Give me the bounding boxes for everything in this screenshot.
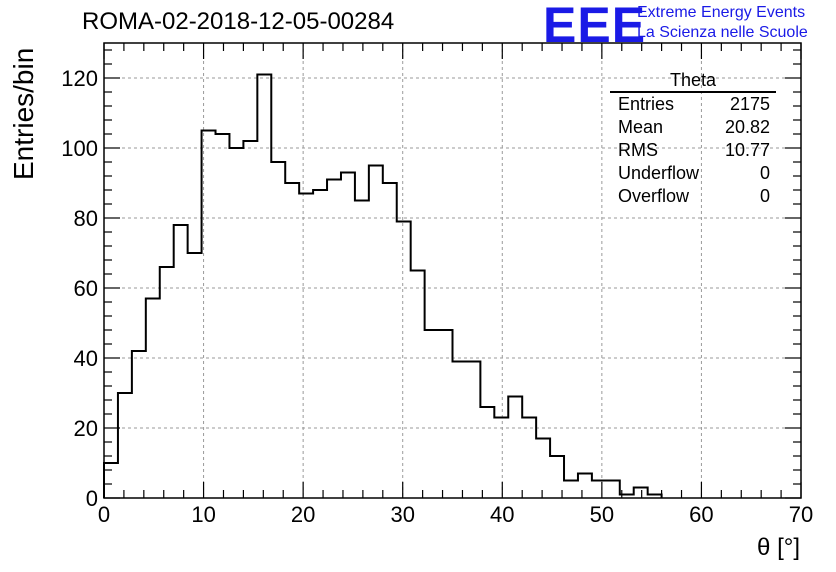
histogram-bin [522, 418, 536, 499]
stats-label: Overflow [618, 186, 690, 206]
x-tick-label: 60 [689, 502, 713, 527]
histogram-bin [299, 194, 313, 499]
stats-row-rms: RMS 10.77 [610, 139, 776, 162]
histogram-bin [466, 362, 480, 499]
histogram-bin [397, 222, 411, 499]
histogram-bin [411, 271, 425, 499]
stats-label: Underflow [618, 163, 700, 183]
stats-label: RMS [618, 140, 658, 160]
y-axis-label: Entries/bin [8, 47, 39, 180]
histogram-bin [564, 481, 578, 499]
x-tick-label: 0 [98, 502, 110, 527]
histogram-bin [578, 474, 592, 499]
stats-value: 10.77 [724, 140, 770, 160]
histogram-bin [229, 148, 243, 498]
histogram-bin [355, 201, 369, 499]
plot-frame [103, 42, 802, 499]
y-tick-label: 20 [74, 416, 98, 441]
x-tick-label: 50 [590, 502, 614, 527]
stats-row-entries: Entries 2175 [610, 93, 776, 116]
stats-box: Theta Entries 2175 Mean 20.82 RMS 10.77 … [610, 70, 776, 208]
x-axis-label: θ [°] [757, 534, 800, 561]
y-tick-label: 80 [74, 206, 98, 231]
histogram-bin [536, 439, 550, 499]
histogram-bin [369, 166, 383, 499]
histogram-bin [146, 299, 160, 499]
histogram-bin [118, 393, 132, 498]
histogram-bin [494, 418, 508, 499]
axes: 0 10 20 30 40 50 60 70 0 20 40 60 80 100 120 [61, 42, 813, 527]
histogram-bin [132, 351, 146, 498]
stats-row-underflow: Underflow 0 [610, 162, 776, 185]
histogram-bin [216, 134, 230, 498]
histogram-bin [313, 190, 327, 498]
histogram-outline [103, 73, 663, 498]
stats-value: 20.82 [724, 117, 770, 137]
stats-value: 2175 [729, 94, 770, 114]
stats-label: Mean [618, 117, 664, 137]
histogram-bin [508, 397, 522, 499]
histogram-bin [327, 180, 341, 499]
stats-row-overflow: Overflow 0 [610, 185, 776, 208]
histogram-bin [439, 330, 453, 498]
x-tick-label: 40 [490, 502, 514, 527]
logo-subtitle-1: Extreme Energy Events [637, 4, 806, 21]
stats-value: 0 [759, 186, 770, 206]
histogram-bin [453, 362, 467, 499]
histogram-bin [285, 183, 299, 498]
histogram-bin [341, 173, 355, 499]
stats-title: Theta [610, 70, 776, 93]
y-tick-label: 120 [61, 66, 98, 91]
histogram-bin [634, 488, 648, 499]
y-tick-label: 0 [86, 486, 98, 511]
histogram-bin [160, 267, 174, 498]
x-tick-label: 30 [390, 502, 414, 527]
y-tick-label: 60 [74, 276, 98, 301]
histogram-bin [383, 183, 397, 498]
histogram-bin [425, 330, 439, 498]
histogram-bin [592, 481, 606, 499]
histogram-bin [104, 463, 118, 498]
y-tick-label: 100 [61, 136, 98, 161]
stats-value: 0 [759, 163, 770, 183]
x-tick-label: 70 [789, 502, 813, 527]
stats-row-mean: Mean 20.82 [610, 116, 776, 139]
histogram-bin [202, 131, 216, 499]
eee-logo: EEE [543, 0, 647, 53]
chart-title: ROMA-02-2018-12-05-00284 [82, 8, 395, 35]
y-tick-label: 40 [74, 346, 98, 371]
x-tick-label: 20 [291, 502, 315, 527]
histogram-bin [174, 225, 188, 498]
logo-subtitle-2: La Scienza nelle Scuole [637, 24, 808, 41]
stats-label: Entries [618, 94, 675, 114]
histogram-bin [243, 141, 257, 498]
histogram-series [103, 73, 663, 499]
histogram-bin [257, 75, 271, 499]
histogram-bin [606, 481, 620, 499]
x-tick-label: 10 [191, 502, 215, 527]
histogram-bin [188, 253, 202, 498]
histogram-bin [480, 407, 494, 498]
histogram-bin [271, 162, 285, 498]
